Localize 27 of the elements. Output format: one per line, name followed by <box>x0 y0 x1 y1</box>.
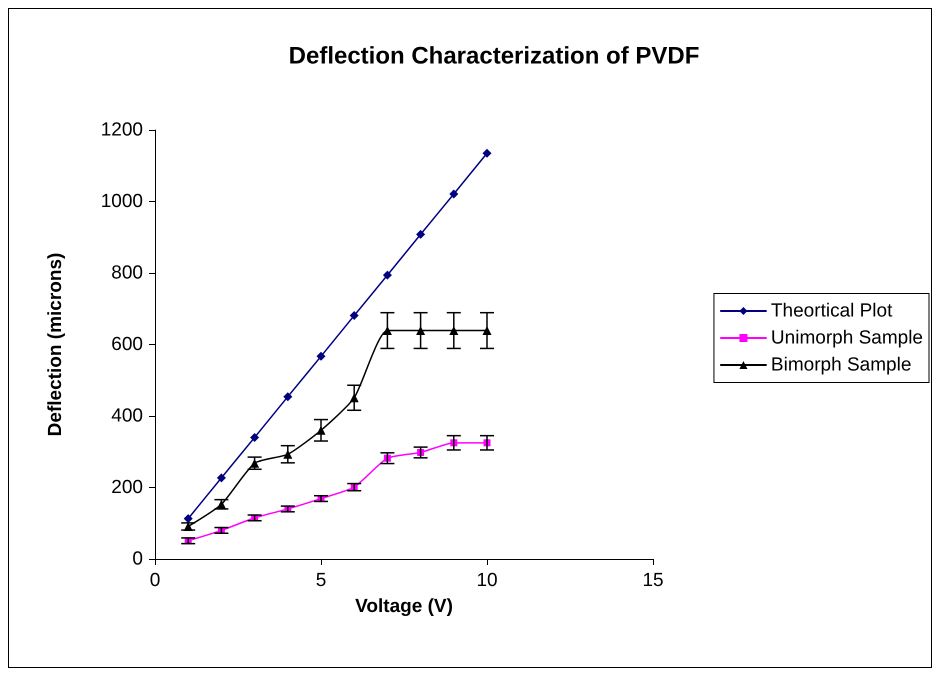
point <box>449 189 458 198</box>
y-tick-label: 800 <box>111 262 143 284</box>
point <box>482 148 492 158</box>
legend-label: Unimorph Sample <box>770 328 924 348</box>
y-tick-label: 0 <box>132 548 143 570</box>
point <box>250 432 260 442</box>
x-axis-title: Voltage (V) <box>355 596 453 617</box>
y-tick-label: 200 <box>111 477 143 498</box>
point <box>216 473 226 482</box>
x-tick-label: 10 <box>476 570 498 591</box>
y-axis-title: Deflection (microns) <box>45 252 66 436</box>
x-tick-label: 0 <box>150 570 160 591</box>
y-tick-label: 600 <box>111 334 143 355</box>
point <box>416 230 426 239</box>
point <box>382 270 392 280</box>
legend-label: Theortical Plot <box>770 300 894 322</box>
y-tick-label: 1200 <box>100 120 143 140</box>
point <box>350 311 359 320</box>
point <box>316 352 326 361</box>
y-tick-label: 400 <box>111 406 143 426</box>
legend-label: Bimorph Sample <box>770 354 912 376</box>
point <box>184 514 193 524</box>
chart-title: Deflection Characterization of PVDF <box>288 42 700 70</box>
x-tick-label: 15 <box>642 570 664 591</box>
point <box>283 392 292 402</box>
y-tick-label: 1000 <box>100 191 143 212</box>
x-tick-label: 5 <box>316 570 326 591</box>
